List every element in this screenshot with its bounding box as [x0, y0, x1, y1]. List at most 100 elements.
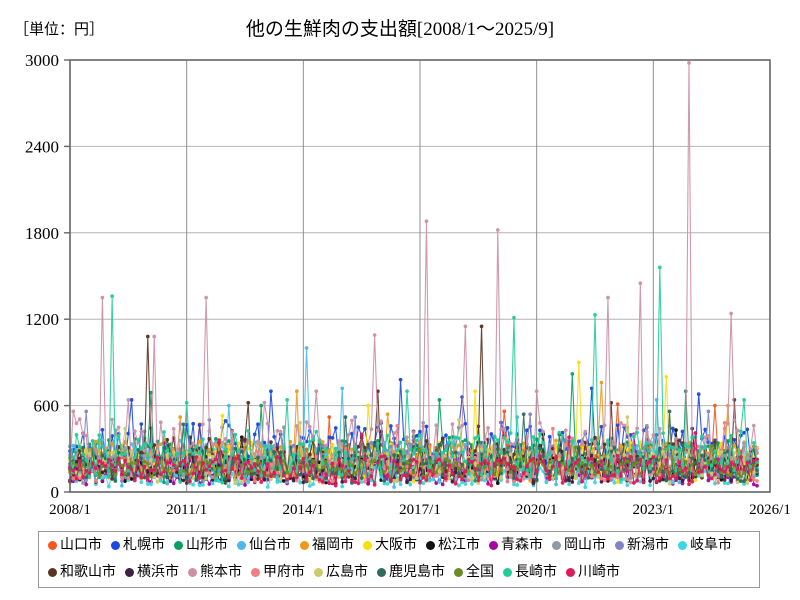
series-marker: [226, 470, 231, 475]
series-marker: [589, 463, 594, 468]
x-tick-label: 2023/1: [632, 502, 674, 518]
series-marker: [418, 433, 422, 438]
series-marker: [158, 442, 163, 447]
series-marker: [732, 462, 737, 467]
series-marker: [447, 440, 452, 444]
legend-item-広島市[interactable]: 広島市: [314, 565, 368, 580]
series-marker: [648, 439, 652, 444]
series-marker: [434, 474, 439, 479]
series-marker: [223, 418, 228, 423]
series-marker: [687, 470, 691, 475]
series-marker: [635, 444, 639, 448]
legend-item-熊本市[interactable]: 熊本市: [188, 565, 242, 580]
series-marker: [359, 476, 364, 481]
legend-item-全国[interactable]: 全国: [454, 565, 494, 580]
series-marker: [729, 311, 733, 316]
series-marker: [722, 453, 727, 458]
legend-item-川崎市[interactable]: 川崎市: [566, 565, 620, 580]
legend-item-福岡市[interactable]: 福岡市: [300, 538, 354, 553]
series-marker: [726, 439, 730, 444]
legend-item-甲府市[interactable]: 甲府市: [251, 565, 305, 580]
series-marker: [476, 452, 481, 457]
legend-item-大阪市[interactable]: 大阪市: [363, 538, 417, 553]
series-marker: [392, 478, 396, 483]
series-marker: [693, 478, 698, 482]
series-marker: [317, 468, 322, 473]
series-marker: [502, 447, 507, 452]
legend-item-山形市[interactable]: 山形市: [174, 538, 228, 553]
series-marker: [363, 468, 367, 472]
series-marker: [155, 455, 160, 460]
series-marker: [194, 468, 199, 473]
series-marker: [304, 458, 309, 462]
series-marker: [521, 454, 526, 459]
legend-marker-icon: [363, 541, 372, 550]
series-marker: [158, 478, 163, 483]
series-marker: [505, 479, 510, 484]
series-marker: [479, 444, 484, 449]
legend-item-横浜市[interactable]: 横浜市: [125, 565, 179, 580]
series-marker: [661, 473, 665, 478]
series-marker: [139, 480, 144, 485]
series-marker: [726, 481, 730, 486]
series-marker: [482, 459, 487, 463]
series-marker: [295, 424, 299, 428]
series-marker: [521, 412, 526, 417]
legend-item-青森市[interactable]: 青森市: [489, 538, 543, 553]
series-marker: [521, 477, 526, 481]
series-marker: [226, 475, 231, 480]
legend-item-長崎市[interactable]: 長崎市: [503, 565, 557, 580]
series-marker: [670, 474, 675, 478]
legend-item-岡山市[interactable]: 岡山市: [552, 538, 606, 553]
series-marker: [282, 479, 286, 483]
series-marker: [670, 426, 675, 431]
series-marker: [453, 435, 458, 440]
series-marker: [482, 478, 487, 483]
series-marker: [512, 476, 516, 480]
series-marker: [226, 439, 231, 443]
legend-item-山口市[interactable]: 山口市: [48, 538, 102, 553]
series-marker: [295, 475, 299, 480]
legend-marker-icon: [454, 568, 463, 577]
legend-item-鹿児島市[interactable]: 鹿児島市: [377, 565, 445, 580]
series-marker: [356, 481, 361, 486]
series-marker: [450, 455, 455, 459]
series-marker: [505, 440, 510, 445]
series-marker: [751, 482, 756, 487]
series-marker: [661, 464, 665, 469]
series-marker: [460, 450, 464, 455]
legend-item-新潟市[interactable]: 新潟市: [615, 538, 669, 553]
series-marker: [722, 464, 727, 468]
series-marker: [395, 462, 400, 467]
series-marker: [434, 481, 439, 485]
series-marker: [560, 456, 565, 460]
series-marker: [343, 415, 348, 419]
series-marker: [304, 447, 309, 452]
series-marker: [304, 477, 309, 482]
legend-item-岐阜市[interactable]: 岐阜市: [678, 538, 732, 553]
legend-item-札幌市[interactable]: 札幌市: [111, 538, 165, 553]
series-marker: [311, 476, 315, 481]
series-marker: [372, 443, 377, 447]
legend-item-松江市[interactable]: 松江市: [426, 538, 480, 553]
legend-item-仙台市[interactable]: 仙台市: [237, 538, 291, 553]
series-marker: [479, 477, 484, 482]
series-marker: [252, 468, 257, 472]
series-marker: [226, 478, 231, 483]
series-marker: [602, 474, 607, 478]
series-marker: [544, 479, 549, 484]
series-marker: [606, 477, 610, 481]
series-marker: [726, 421, 730, 426]
series-marker: [398, 482, 403, 487]
series-marker: [755, 468, 759, 472]
series-marker: [382, 454, 387, 458]
series-marker: [615, 451, 620, 455]
series-marker: [405, 459, 409, 464]
series-marker: [382, 478, 387, 483]
series-marker: [414, 476, 419, 481]
legend-item-和歌山市[interactable]: 和歌山市: [48, 565, 116, 580]
series-marker: [554, 455, 558, 460]
series-marker: [726, 473, 730, 478]
series-marker: [635, 426, 639, 431]
series-marker: [123, 458, 127, 463]
